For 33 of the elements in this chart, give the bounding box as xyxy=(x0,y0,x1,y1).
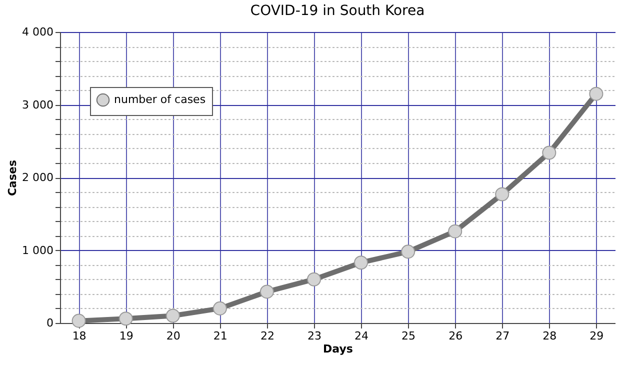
y-tick-label: 0 xyxy=(46,316,54,330)
point xyxy=(166,308,180,323)
x-tick-label: 24 xyxy=(354,330,369,342)
y-axis-title: Cases xyxy=(6,160,20,196)
x-tick-label: 20 xyxy=(166,330,180,342)
point xyxy=(72,314,86,328)
x-tick-label: 26 xyxy=(448,330,463,342)
y-tick-label: 2 000 xyxy=(22,171,54,184)
x-tick-label: 27 xyxy=(496,330,510,342)
point xyxy=(401,244,416,259)
point xyxy=(260,284,274,299)
x-tick-label: 19 xyxy=(119,330,134,342)
x-tick-label: 22 xyxy=(260,330,274,342)
point xyxy=(448,224,462,238)
point xyxy=(306,272,321,286)
x-tick-label: 28 xyxy=(542,330,557,342)
point xyxy=(212,301,227,316)
y-tick-label: 3 000 xyxy=(22,98,54,112)
point xyxy=(589,86,604,101)
y-tick-label: 1 000 xyxy=(22,244,54,257)
x-tick-label: 18 xyxy=(72,330,86,342)
legend-label: number of cases xyxy=(114,93,206,106)
point xyxy=(354,256,368,270)
y-tick-label: 4 000 xyxy=(22,26,54,38)
x-tick-label: 25 xyxy=(402,330,416,342)
chart-title: COVID-19 in South Korea xyxy=(250,3,425,19)
x-tick-label: 29 xyxy=(590,330,604,342)
point xyxy=(118,312,133,326)
x-tick-label: 21 xyxy=(213,330,228,342)
point xyxy=(495,187,510,202)
point xyxy=(542,146,556,160)
x-tick-label: 23 xyxy=(307,330,322,342)
x-axis-title: Days xyxy=(323,342,354,356)
